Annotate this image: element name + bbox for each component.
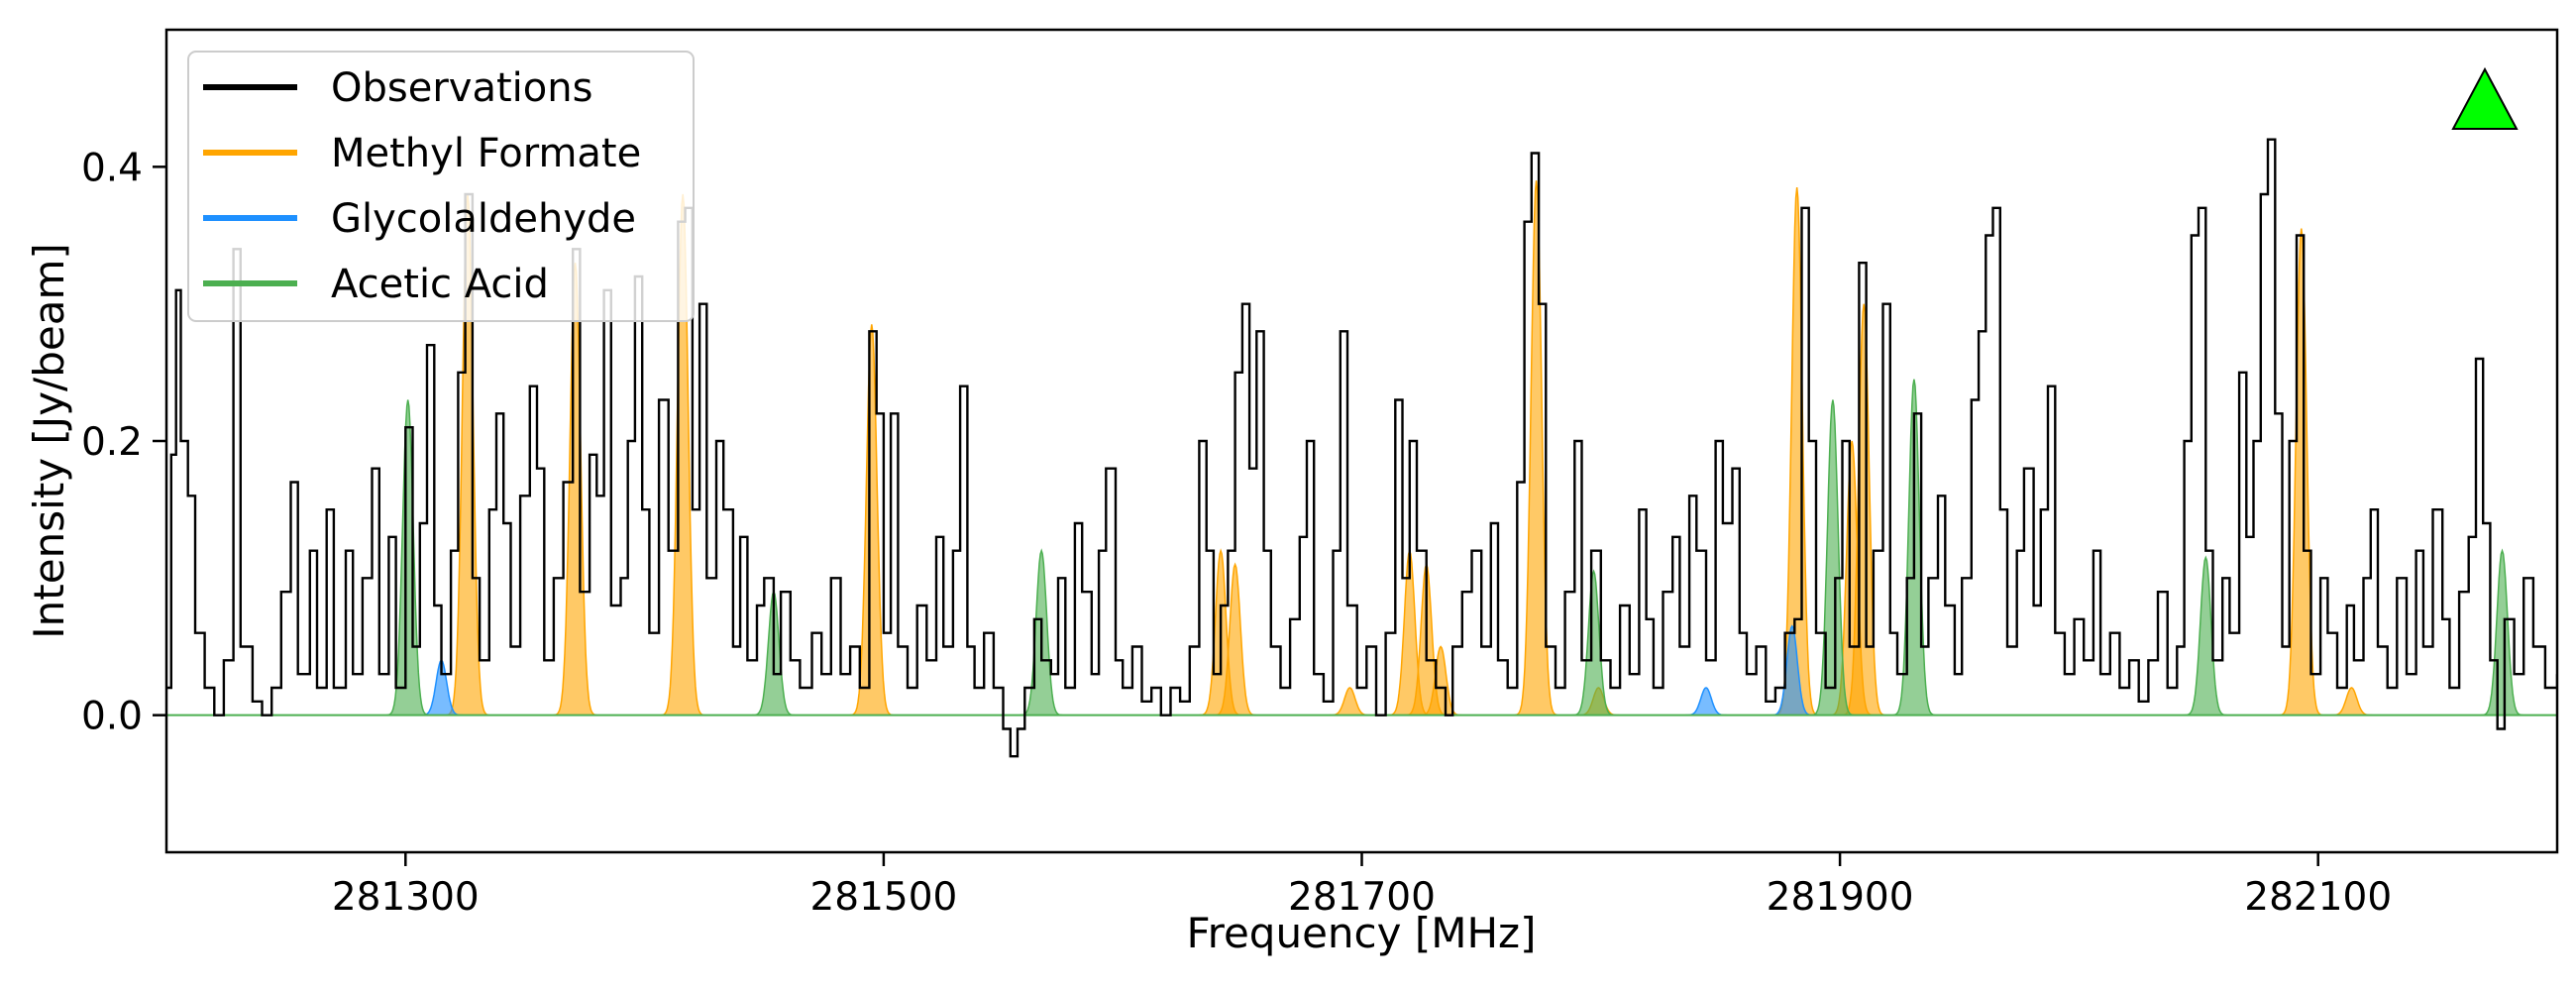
green-triangle-marker — [2451, 66, 2519, 130]
legend-label-glycolaldehyde: Glycolaldehyde — [331, 196, 636, 242]
legend-label-observations: Observations — [331, 65, 592, 111]
legend-box — [187, 51, 695, 322]
observation-trace — [166, 138, 2557, 758]
x-tick-label: 281900 — [1767, 875, 1914, 920]
y-tick-label: 0.4 — [81, 146, 143, 190]
x-axis-label: Frequency [MHz] — [1187, 909, 1537, 957]
legend-label-acetic-acid: Acetic Acid — [331, 262, 549, 307]
y-axis-label: Intensity [Jy/beam] — [25, 243, 73, 638]
methyl-formate-peak — [1842, 303, 1885, 716]
x-tick-label: 281500 — [809, 875, 957, 920]
observations-line — [166, 138, 2557, 758]
legend: Observations Methyl Formate Glycolaldehyde… — [187, 51, 695, 322]
x-tick-label: 281300 — [332, 875, 480, 920]
y-axis-ticks: 0.0 0.2 0.4 — [81, 146, 166, 739]
glycolaldehyde-peak — [1770, 624, 1814, 716]
acetic-acid-peak — [2184, 555, 2227, 716]
acetic-acid-peak — [385, 399, 430, 716]
legend-label-methyl-formate: Methyl Formate — [331, 131, 641, 176]
methyl-formate-peak — [2279, 228, 2323, 716]
acetic-acid-peak — [1571, 569, 1615, 716]
methyl-formate-peak — [1419, 645, 1462, 716]
methyl-formate-peak — [1213, 562, 1256, 716]
x-axis-ticks: 281300 281500 281700 281900 282100 — [332, 852, 2392, 920]
methyl-formate-peak — [849, 324, 894, 716]
x-tick-label: 282100 — [2244, 875, 2392, 920]
methyl-formate-peak — [1514, 180, 1558, 716]
y-tick-label: 0.0 — [81, 695, 143, 739]
acetic-acid-peak — [1810, 399, 1855, 716]
y-tick-label: 0.2 — [81, 420, 143, 465]
x-tick-label: 281700 — [1288, 875, 1436, 920]
acetic-acid-peak — [2480, 548, 2523, 716]
